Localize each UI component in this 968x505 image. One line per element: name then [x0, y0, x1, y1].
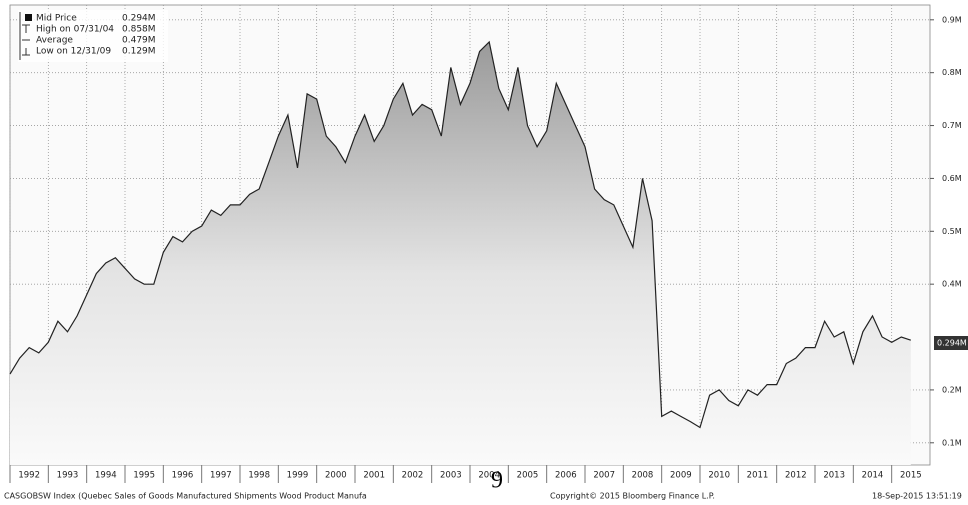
x-tick-label: 1997	[210, 471, 232, 481]
legend-label: Average	[36, 36, 73, 46]
x-tick-label: 2009	[670, 471, 692, 481]
y-tick-label: 0.7M	[942, 121, 962, 130]
line	[9, 40, 911, 429]
x-tick-label: 1994	[95, 471, 117, 481]
axes: 0.1M 0.2M 0.4M 0.5M 0.6M 0.7M 0.8M 0.9M 1992 1993…	[9, 15, 962, 483]
x-tick-label: 2008	[632, 471, 654, 481]
x-tick-label: 1996	[172, 471, 194, 481]
footer-left: CASGOBSW Index (Quebec Sales of Goods Ma…	[4, 492, 367, 501]
x-tick-label: 1998	[248, 471, 270, 481]
x-tick-label: 2012	[785, 471, 807, 481]
x-tick-label: 2015	[900, 471, 922, 481]
page-number: 9	[491, 468, 503, 494]
x-tick-label: 2003	[440, 471, 462, 481]
area	[10, 42, 911, 465]
last-price-tag	[934, 336, 968, 350]
legend-box	[18, 10, 168, 62]
x-tick-label: 2002	[402, 471, 424, 481]
legend-value: 0.479M	[122, 36, 156, 46]
x-tick-label: 2010	[708, 471, 730, 481]
y-tick-label: 0.1M	[942, 438, 962, 447]
footer-right: 18-Sep-2015 13:51:19	[872, 492, 962, 501]
x-tick-label: 2005	[517, 471, 539, 481]
marks	[9, 40, 911, 465]
x-tick-label: 2013	[823, 471, 845, 481]
x-tick-label: 2001	[363, 471, 385, 481]
x-tick-label: 2011	[747, 471, 769, 481]
legend: Mid Price 0.294M High on 07/31/04 0.858M…	[18, 10, 168, 62]
y-tick-label: 0.4M	[942, 280, 962, 289]
y-tick-label: 0.6M	[942, 174, 962, 183]
x-tick-label: 1995	[133, 471, 155, 481]
legend-value: 0.129M	[122, 47, 156, 57]
x-tick-label: 2007	[593, 471, 615, 481]
legend-label: Low on 12/31/09	[36, 47, 111, 57]
x-tick-label: 1999	[287, 471, 309, 481]
x-tick-label: 2004	[478, 471, 500, 481]
footer-center: Copyright© 2015 Bloomberg Finance L.P.	[550, 492, 715, 501]
legend-label: High on 07/31/04	[36, 25, 114, 35]
x-tick-label: 1993	[57, 471, 79, 481]
legend-icon	[25, 14, 32, 21]
last-price-label: 0.294M	[937, 339, 967, 348]
y-tick-label: 0.5M	[942, 227, 962, 236]
x-tick-label: 1992	[18, 471, 40, 481]
x-tick-label: 2006	[555, 471, 577, 481]
y-tick-label: 0.8M	[942, 68, 962, 77]
legend-icons	[19, 12, 30, 60]
x-tick-label: 2014	[862, 471, 884, 481]
y-tick-label: 0.9M	[942, 15, 962, 24]
legend-value: 0.294M	[122, 14, 156, 24]
legend-label: Mid Price	[36, 14, 77, 24]
x-tick-label: 2000	[325, 471, 347, 481]
legend-value: 0.858M	[122, 25, 156, 35]
y-tick-label: 0.2M	[942, 385, 962, 394]
